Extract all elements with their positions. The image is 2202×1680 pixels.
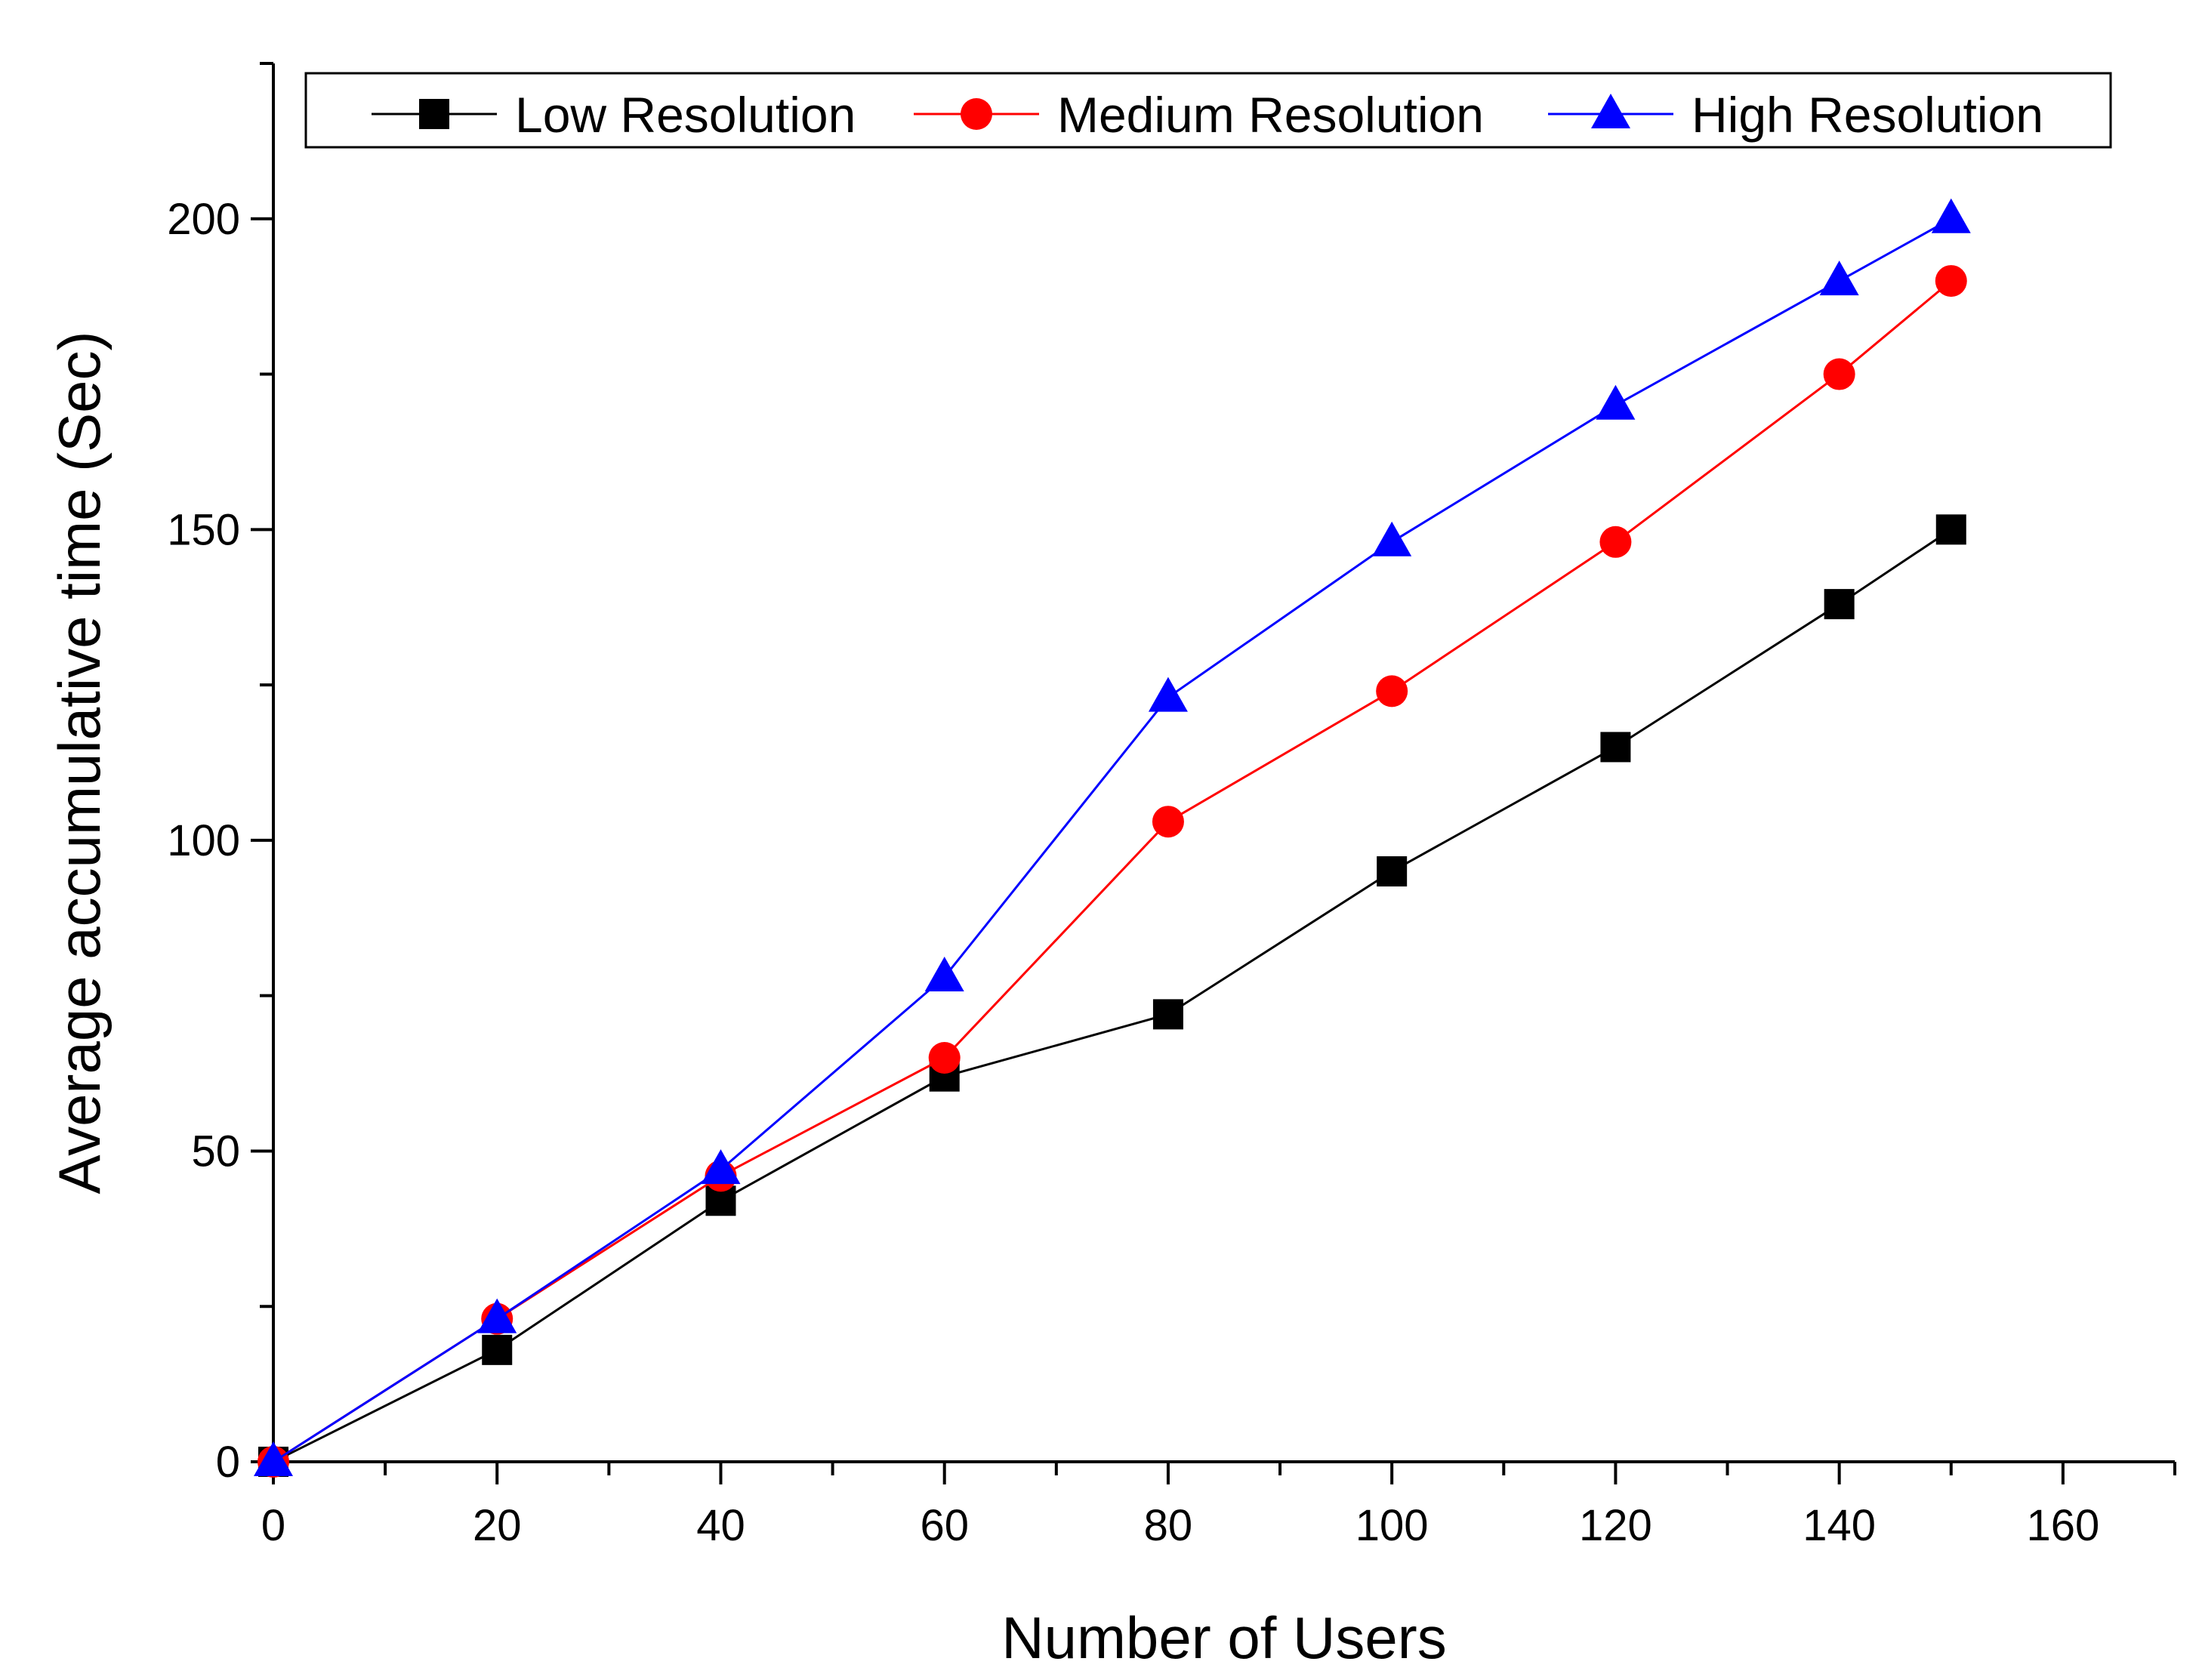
series-medium-resolution bbox=[258, 265, 1967, 1478]
data-point bbox=[1152, 806, 1184, 838]
data-point bbox=[1931, 198, 1971, 233]
data-point bbox=[1935, 265, 1967, 297]
x-axis-title: Number of Users bbox=[1001, 1604, 1447, 1671]
series-layer bbox=[254, 198, 1971, 1478]
series-high-resolution bbox=[254, 198, 1971, 1476]
x-tick-label: 80 bbox=[1144, 1501, 1193, 1550]
x-tick-label: 20 bbox=[473, 1501, 522, 1550]
data-point bbox=[1600, 732, 1631, 763]
data-point bbox=[477, 1298, 517, 1333]
legend: Low Resolution Medium Resolution High Reso… bbox=[304, 72, 2112, 149]
data-point bbox=[1824, 589, 1855, 620]
y-tick-label: 200 bbox=[167, 195, 240, 244]
x-tick-label: 0 bbox=[261, 1501, 285, 1550]
data-point bbox=[928, 1041, 961, 1074]
axes: 0 20 40 60 80 100 120 140 160 0 50 100 150 200 bbox=[167, 62, 2176, 1550]
x-tick-label: 140 bbox=[1803, 1501, 1876, 1550]
data-point bbox=[1372, 521, 1412, 556]
x-tick-label: 120 bbox=[1579, 1501, 1652, 1550]
series-line bbox=[273, 529, 1952, 1463]
data-point bbox=[924, 956, 964, 991]
legend-box bbox=[304, 72, 2112, 149]
x-tick-label: 40 bbox=[696, 1501, 745, 1550]
data-point bbox=[1935, 514, 1966, 545]
data-point bbox=[701, 1149, 741, 1185]
legend-label: Medium Resolution bbox=[1057, 87, 1484, 143]
data-point bbox=[1823, 358, 1855, 390]
legend-label: High Resolution bbox=[1692, 87, 2043, 143]
x-tick-label: 160 bbox=[2026, 1501, 2099, 1550]
data-point bbox=[1599, 526, 1632, 558]
y-tick-label: 50 bbox=[191, 1127, 240, 1176]
data-point bbox=[1148, 677, 1188, 712]
legend-marker bbox=[1591, 94, 1630, 128]
series-line bbox=[273, 217, 1952, 1463]
data-point bbox=[1376, 675, 1408, 707]
data-point bbox=[482, 1334, 513, 1365]
data-point bbox=[1152, 999, 1183, 1030]
data-point bbox=[254, 1441, 293, 1476]
y-tick-label: 0 bbox=[216, 1438, 240, 1487]
legend-marker bbox=[419, 99, 449, 129]
y-axis-title: Average accumulative time (Sec) bbox=[46, 331, 113, 1194]
series-line bbox=[273, 279, 1952, 1463]
y-tick-label: 100 bbox=[167, 816, 240, 865]
x-tick-label: 100 bbox=[1355, 1501, 1429, 1550]
legend-label: Low Resolution bbox=[515, 87, 856, 143]
data-point bbox=[1819, 260, 1859, 296]
legend-marker bbox=[961, 98, 992, 130]
data-point bbox=[1596, 384, 1636, 420]
x-tick-label: 60 bbox=[920, 1501, 969, 1550]
data-point bbox=[1377, 856, 1408, 887]
y-tick-label: 150 bbox=[167, 505, 240, 554]
